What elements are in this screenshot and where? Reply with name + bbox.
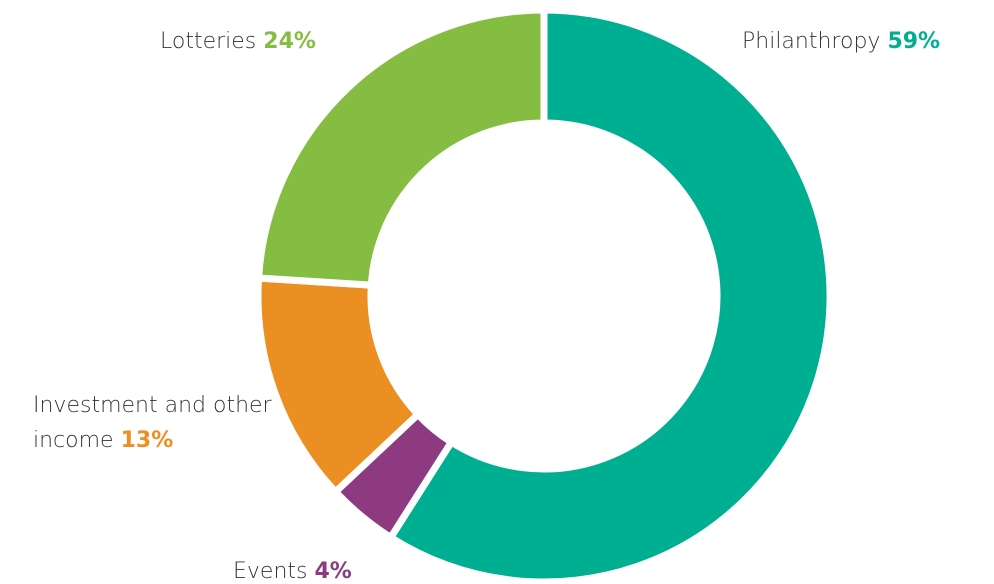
- slice-value: 13%: [120, 428, 174, 453]
- donut-slice: [385, 6, 834, 584]
- slice-label: Investment and other income 13%: [33, 388, 283, 458]
- slice-value: 4%: [314, 559, 352, 584]
- category-name: Lotteries: [160, 29, 257, 54]
- category-name: Events: [233, 559, 308, 584]
- category-name: Philanthropy: [742, 29, 881, 54]
- slice-value: 59%: [887, 29, 941, 54]
- slice-value: 24%: [263, 29, 316, 54]
- category-name: Investment and other income: [33, 393, 272, 453]
- slice-label: Philanthropy 59%: [742, 24, 992, 59]
- slice-label: Events 4%: [233, 554, 433, 584]
- donut-slice: [254, 6, 548, 289]
- slice-label: Lotteries 24%: [160, 24, 380, 59]
